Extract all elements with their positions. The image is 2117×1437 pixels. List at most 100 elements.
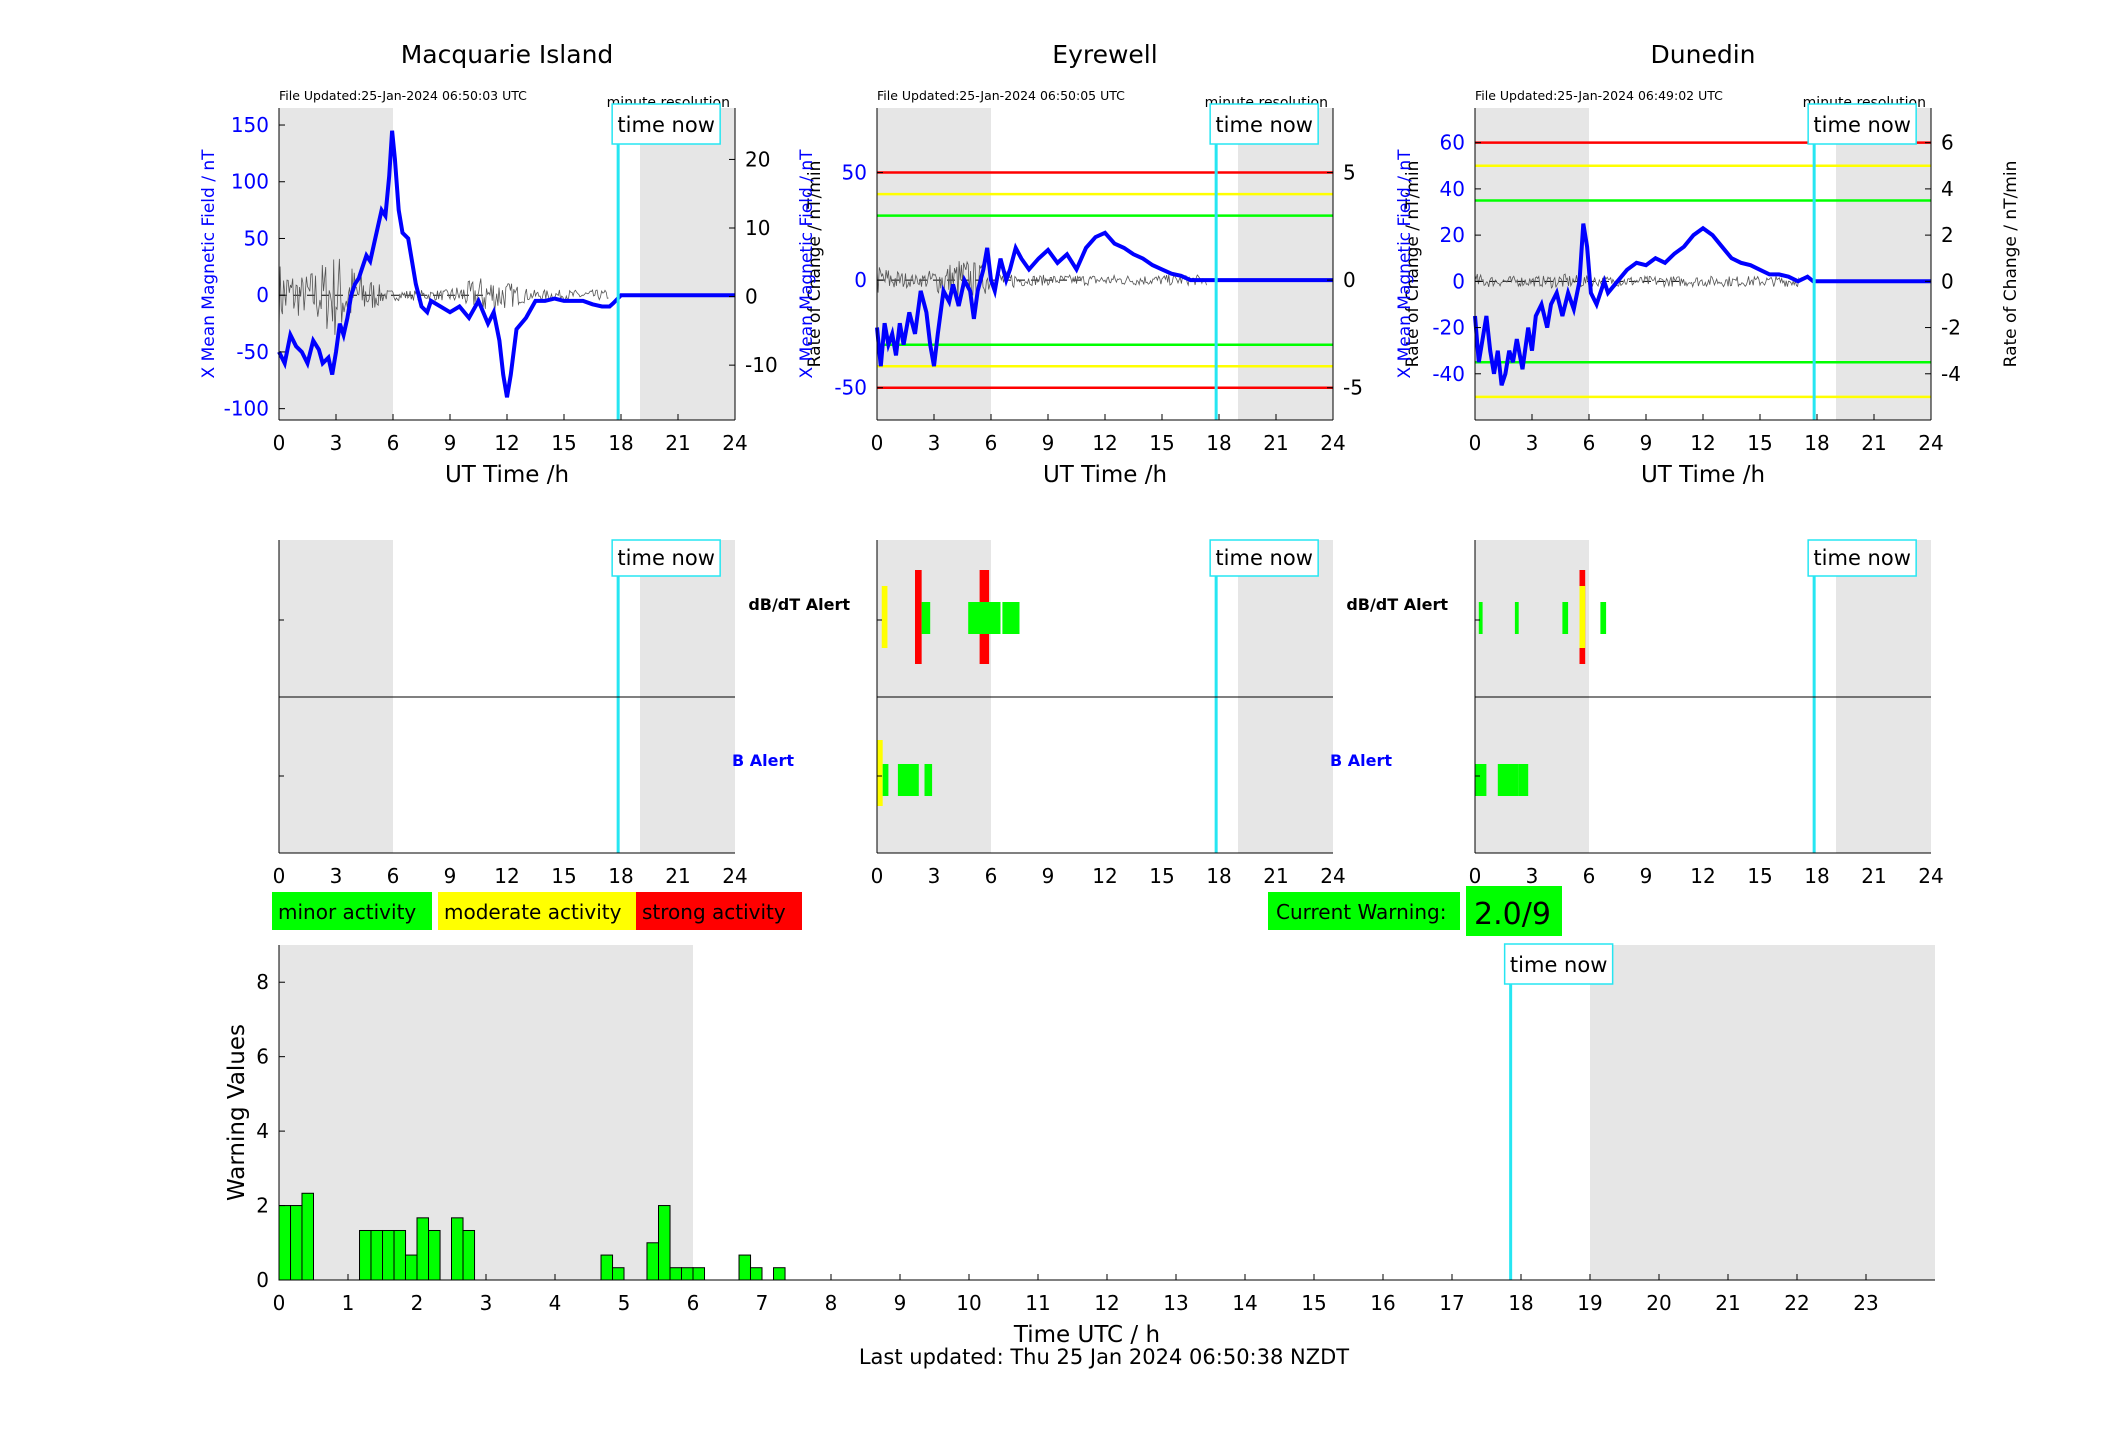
alert-x-tick-label: 0: [871, 864, 884, 888]
r-tick-label: 5: [1343, 161, 1356, 185]
r-tick-label: 2: [1941, 223, 1954, 247]
alert-x-tick-label: 3: [1526, 864, 1539, 888]
alert-time-now-label: time now: [1813, 546, 1910, 570]
alert-x-tick-label: 12: [1690, 864, 1715, 888]
station-title: Macquarie Island: [401, 40, 614, 69]
current-warning-box: [1268, 892, 1460, 930]
time-now-label: time now: [1215, 113, 1312, 137]
time-now-box: [1807, 103, 1917, 145]
warning-bar: [451, 1217, 464, 1281]
x-tick-label: 18: [1206, 431, 1231, 455]
r-tick-label: 0: [745, 285, 758, 309]
bar-x-tick-label: 21: [1715, 1291, 1740, 1315]
file-updated-text: File Updated:25-Jan-2024 06:49:02 UTC: [1475, 88, 1723, 103]
bar-x-tick-label: 1: [342, 1291, 355, 1315]
magnetic-field-series: [875, 230, 1333, 367]
night-shade: [1238, 108, 1333, 420]
db-alert-bar-red: [915, 570, 922, 664]
rate-of-change-trace: [876, 260, 1207, 298]
alert-x-tick-label: 21: [1861, 864, 1886, 888]
x-tick-label: 21: [1861, 431, 1886, 455]
legend-label: moderate activity: [444, 900, 622, 924]
warning-bar: [404, 1254, 418, 1281]
alert-time-now-box: [611, 539, 721, 577]
warning-bar: [278, 1205, 292, 1281]
alert-x-tick-label: 3: [928, 864, 941, 888]
bar-night-shade: [1590, 945, 1935, 1280]
x-tick-label: 18: [1804, 431, 1829, 455]
y-tick-label: -50: [236, 340, 269, 364]
y-tick-label: 40: [1440, 177, 1465, 201]
x-tick-label: 24: [722, 431, 747, 455]
warning-bar: [773, 1267, 786, 1281]
r-axis-label: Rate of Change / nT/min: [2001, 161, 2021, 368]
bar-x-tick-label: 5: [618, 1291, 631, 1315]
x-tick-label: 15: [1149, 431, 1174, 455]
y-axis-label: X Mean Magnetic Field / nT: [1395, 149, 1415, 379]
alert-x-tick-label: 6: [387, 864, 400, 888]
station-panel-2: Dunedin File Updated:25-Jan-2024 06:49:02…: [1330, 40, 2021, 888]
station-title: Dunedin: [1651, 40, 1756, 69]
rate-of-change-trace: [1474, 273, 1805, 289]
alert-x-tick-label: 15: [1149, 864, 1174, 888]
station-panel-0: Macquarie Island File Updated:25-Jan-2024…: [199, 40, 825, 888]
bar-x-tick-label: 12: [1094, 1291, 1119, 1315]
bar-x-tick-label: 23: [1853, 1291, 1878, 1315]
legend-label: minor activity: [278, 900, 416, 924]
x-tick-label: 15: [1747, 431, 1772, 455]
legend-swatch: [636, 892, 802, 930]
bar-x-tick-label: 14: [1232, 1291, 1257, 1315]
y-tick-label: 0: [1452, 269, 1465, 293]
warning-bar: [692, 1267, 706, 1281]
warning-bar: [301, 1192, 314, 1281]
file-updated-text: File Updated:25-Jan-2024 06:50:03 UTC: [279, 88, 527, 103]
night-shade: [279, 108, 393, 420]
r-tick-label: 0: [1343, 268, 1356, 292]
x-tick-label: 12: [1690, 431, 1715, 455]
bar-x-tick-label: 6: [687, 1291, 700, 1315]
alert-x-tick-label: 24: [1320, 864, 1345, 888]
station-title: Eyrewell: [1052, 40, 1157, 69]
bar-x-axis-label: Time UTC / h: [1013, 1322, 1160, 1348]
x-tick-label: 12: [1092, 431, 1117, 455]
bar-time-now-box: [1503, 943, 1614, 985]
db-alert-bar-green: [968, 602, 1001, 634]
bar-x-tick-label: 19: [1577, 1291, 1602, 1315]
bar-night-shade: [279, 945, 693, 1280]
r-tick-label: -5: [1343, 376, 1363, 400]
magnetic-field-series: [277, 130, 735, 398]
x-tick-label: 12: [494, 431, 519, 455]
y-tick-label: 60: [1440, 131, 1465, 155]
alert-x-tick-label: 3: [330, 864, 343, 888]
bar-y-tick-label: 0: [256, 1268, 269, 1292]
bar-x-tick-label: 13: [1163, 1291, 1188, 1315]
bar-y-axis-label: Warning Values: [224, 1024, 250, 1201]
alert-x-tick-label: 12: [1092, 864, 1117, 888]
r-tick-label: 0: [1941, 269, 1954, 293]
bar-x-tick-label: 20: [1646, 1291, 1671, 1315]
legend-swatch: [438, 892, 636, 930]
alert-time-now-label: time now: [1215, 546, 1312, 570]
bar-y-tick-label: 8: [256, 970, 269, 994]
y-tick-label: -40: [1432, 362, 1465, 386]
alert-time-now-box: [1807, 539, 1917, 577]
alert-x-tick-label: 18: [1206, 864, 1231, 888]
r-tick-label: 6: [1941, 131, 1954, 155]
warning-bar: [669, 1267, 683, 1281]
x-tick-label: 3: [928, 431, 941, 455]
y-tick-label: -20: [1432, 316, 1465, 340]
alert-x-tick-label: 12: [494, 864, 519, 888]
night-shade: [1836, 108, 1931, 420]
x-axis-label: UT Time /h: [1043, 462, 1167, 488]
y-tick-label: 100: [231, 170, 269, 194]
night-shade: [640, 108, 735, 420]
r-axis-label: Rate of Change / nT/min: [1403, 161, 1423, 368]
y-tick-label: 0: [256, 283, 269, 307]
b-alert-label: B Alert: [732, 751, 794, 770]
b-alert-bar-green: [1518, 764, 1529, 796]
r-axis-label: Rate of Change / nT/min: [805, 161, 825, 368]
alert-x-tick-label: 18: [1804, 864, 1829, 888]
warning-bar: [416, 1217, 430, 1281]
